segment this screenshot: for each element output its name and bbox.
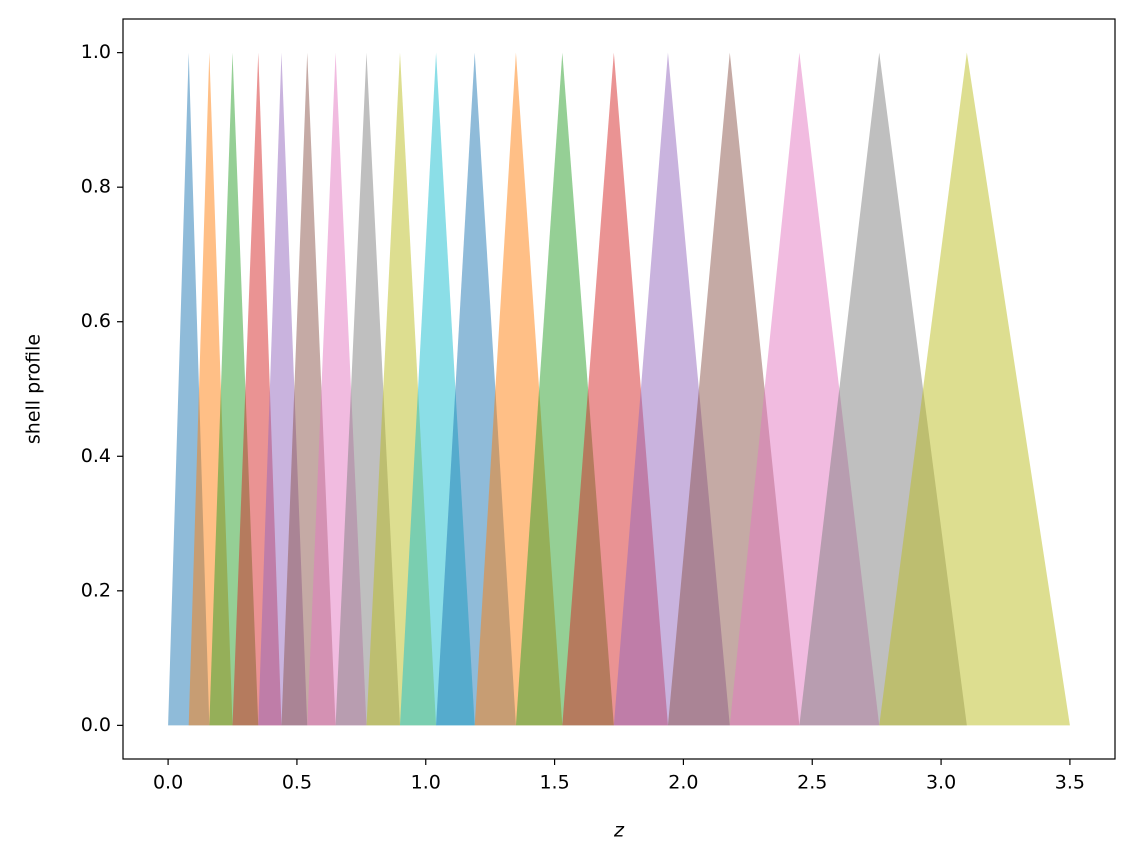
x-tick-label: 3.5 [1055, 772, 1085, 794]
y-tick-label: 1.0 [81, 41, 111, 63]
y-axis-label: shell profile [23, 334, 45, 444]
x-tick-label: 0.5 [282, 772, 312, 794]
x-tick-label: 1.5 [539, 772, 569, 794]
x-axis-label: z [613, 820, 625, 842]
x-tick-label: 2.0 [668, 772, 698, 794]
y-tick-label: 0.4 [81, 445, 111, 467]
y-tick-label: 0.0 [81, 714, 111, 736]
y-tick-label: 0.8 [81, 176, 111, 198]
x-tick-label: 0.0 [153, 772, 183, 794]
shell-profile [879, 52, 1070, 726]
x-tick-label: 3.0 [926, 772, 956, 794]
plot-frame [122, 18, 1116, 760]
x-tick-label: 1.0 [411, 772, 441, 794]
y-tick-label: 0.6 [81, 310, 111, 332]
x-tick-label: 2.5 [797, 772, 827, 794]
y-tick-label: 0.2 [81, 579, 111, 601]
